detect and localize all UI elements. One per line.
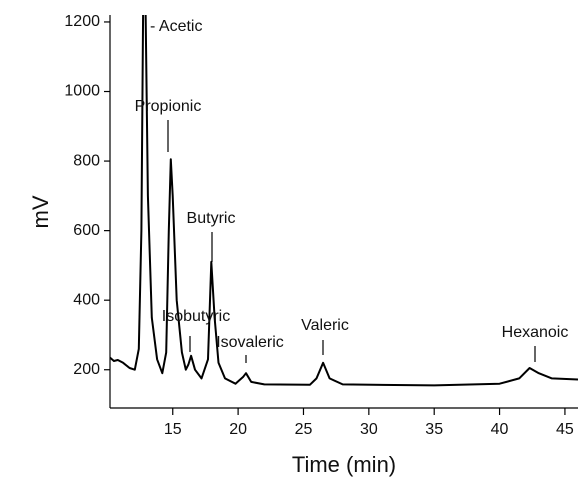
peak-label: Valeric (301, 317, 349, 334)
y-tick-label: 200 (73, 361, 100, 378)
x-tick-label: 35 (425, 421, 443, 438)
x-tick-label: 30 (360, 421, 378, 438)
y-tick-label: 1000 (64, 83, 100, 100)
y-axis-title: mV (28, 195, 53, 228)
plot-area (110, 15, 578, 387)
x-axis-title: Time (min) (292, 452, 396, 477)
peak-label: Hexanoic (502, 324, 569, 341)
peak-label: Propionic (135, 98, 202, 115)
y-tick-label: 600 (73, 222, 100, 239)
chromatogram-line (110, 15, 578, 387)
x-tick-label: 45 (556, 421, 574, 438)
y-tick-label: 400 (73, 291, 100, 308)
peak-label: Butyric (187, 210, 236, 227)
x-tick-label: 40 (491, 421, 509, 438)
peak-label: Isobutyric (162, 308, 230, 325)
peak-label: - Acetic (150, 18, 202, 35)
peak-label: Isovaleric (216, 334, 284, 351)
x-tick-label: 25 (295, 421, 313, 438)
y-tick-label: 1200 (64, 13, 100, 30)
y-tick-label: 800 (73, 152, 100, 169)
x-tick-label: 20 (229, 421, 247, 438)
x-tick-label: 15 (164, 421, 182, 438)
